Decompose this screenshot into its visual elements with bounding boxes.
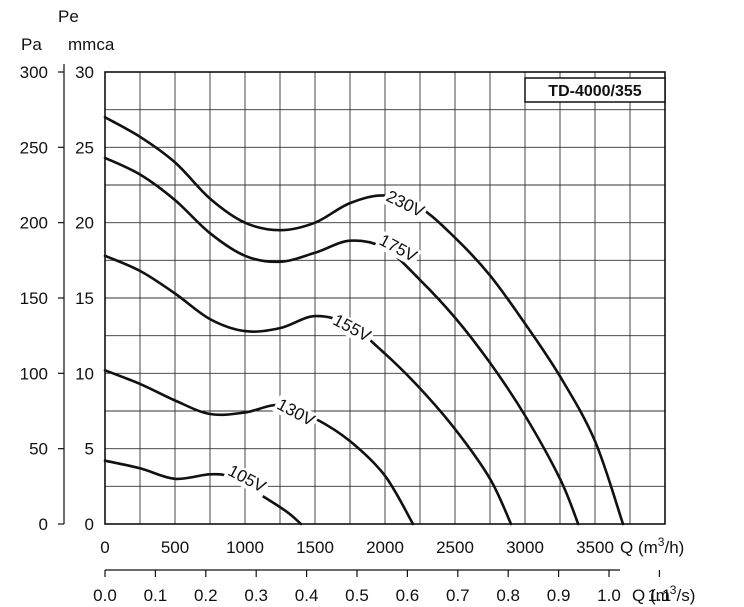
m3s-tick-label: 0.6 [396,586,420,605]
pa-tick-label: 300 [20,63,48,82]
mmca-tick-label: 10 [75,364,94,383]
m3h-tick-label: 2000 [366,538,404,557]
m3s-tick-label: 0.0 [93,586,117,605]
xlabel-m3h: Q (m3/h) [620,535,684,557]
mmca-tick-label: 5 [85,440,94,459]
m3s-tick-label: 0.5 [345,586,369,605]
m3s-tick-label: 0.3 [244,586,268,605]
mmca-tick-label: 0 [85,515,94,534]
curve-label-bg [328,310,376,347]
xlabel-m3h-main: Q (m [620,538,658,557]
m3h-tick-label: 3000 [506,538,544,557]
curve-155v [103,254,513,526]
mmca-tick-label: 15 [75,289,94,308]
model-label-box [524,77,666,103]
ylabel-mmca: mmca [68,35,115,54]
curve-label-230v: 230V [383,187,428,222]
m3s-tick-label: 0.4 [295,586,319,605]
xlabel-m3s: Q (m3/s) [632,583,695,605]
m3s-tick-label: 0.8 [496,586,520,605]
curve-label-bg [381,186,429,223]
pa-tick-label: 50 [29,440,48,459]
m3h-tick-label: 3500 [576,538,614,557]
mmca-tick-label: 20 [75,214,94,233]
m3h-tick-label: 1000 [226,538,264,557]
curve-130v [103,369,415,526]
m3h-tick-label: 500 [161,538,189,557]
pa-tick-label: 200 [20,214,48,233]
grid [58,64,666,577]
xlabel-m3h-sup: 3 [658,535,665,549]
curve-label-bg [374,230,422,268]
m3s-tick-label: 1.0 [597,586,621,605]
xlabel-m3h-tail: /h) [664,538,684,557]
curve-105v [103,459,303,526]
m3h-tick-label: 2500 [436,538,474,557]
curve-175v [103,156,580,526]
pa-tick-label: 250 [20,138,48,157]
m3h-tick-label: 0 [100,538,109,557]
pa-tick-label: 150 [20,289,48,308]
curves [103,115,625,526]
ylabel-pa: Pa [21,35,42,54]
curve-230v [103,115,625,526]
mmca-tick-label: 30 [75,63,94,82]
xlabel-m3s-sup: 3 [670,583,677,597]
m3s-tick-label: 1.1 [648,586,672,605]
m3h-tick-label: 1500 [296,538,334,557]
m3s-tick-label: 0.9 [547,586,571,605]
m3s-tick-label: 0.7 [446,586,470,605]
ylabel-pe: Pe [58,7,79,26]
xlabel-m3s-tail: /s) [676,586,695,605]
plot-frame [104,71,666,525]
m3s-tick-label: 0.2 [194,586,218,605]
model-label: TD-4000/355 [548,83,641,100]
mmca-tick-label: 25 [75,138,94,157]
pa-tick-label: 100 [20,364,48,383]
curve-label-bg [272,394,320,432]
curve-label-bg [223,460,271,498]
m3s-tick-label: 0.1 [144,586,168,605]
pa-tick-label: 0 [39,515,48,534]
xlabel-m3s-main: Q (m [632,586,670,605]
